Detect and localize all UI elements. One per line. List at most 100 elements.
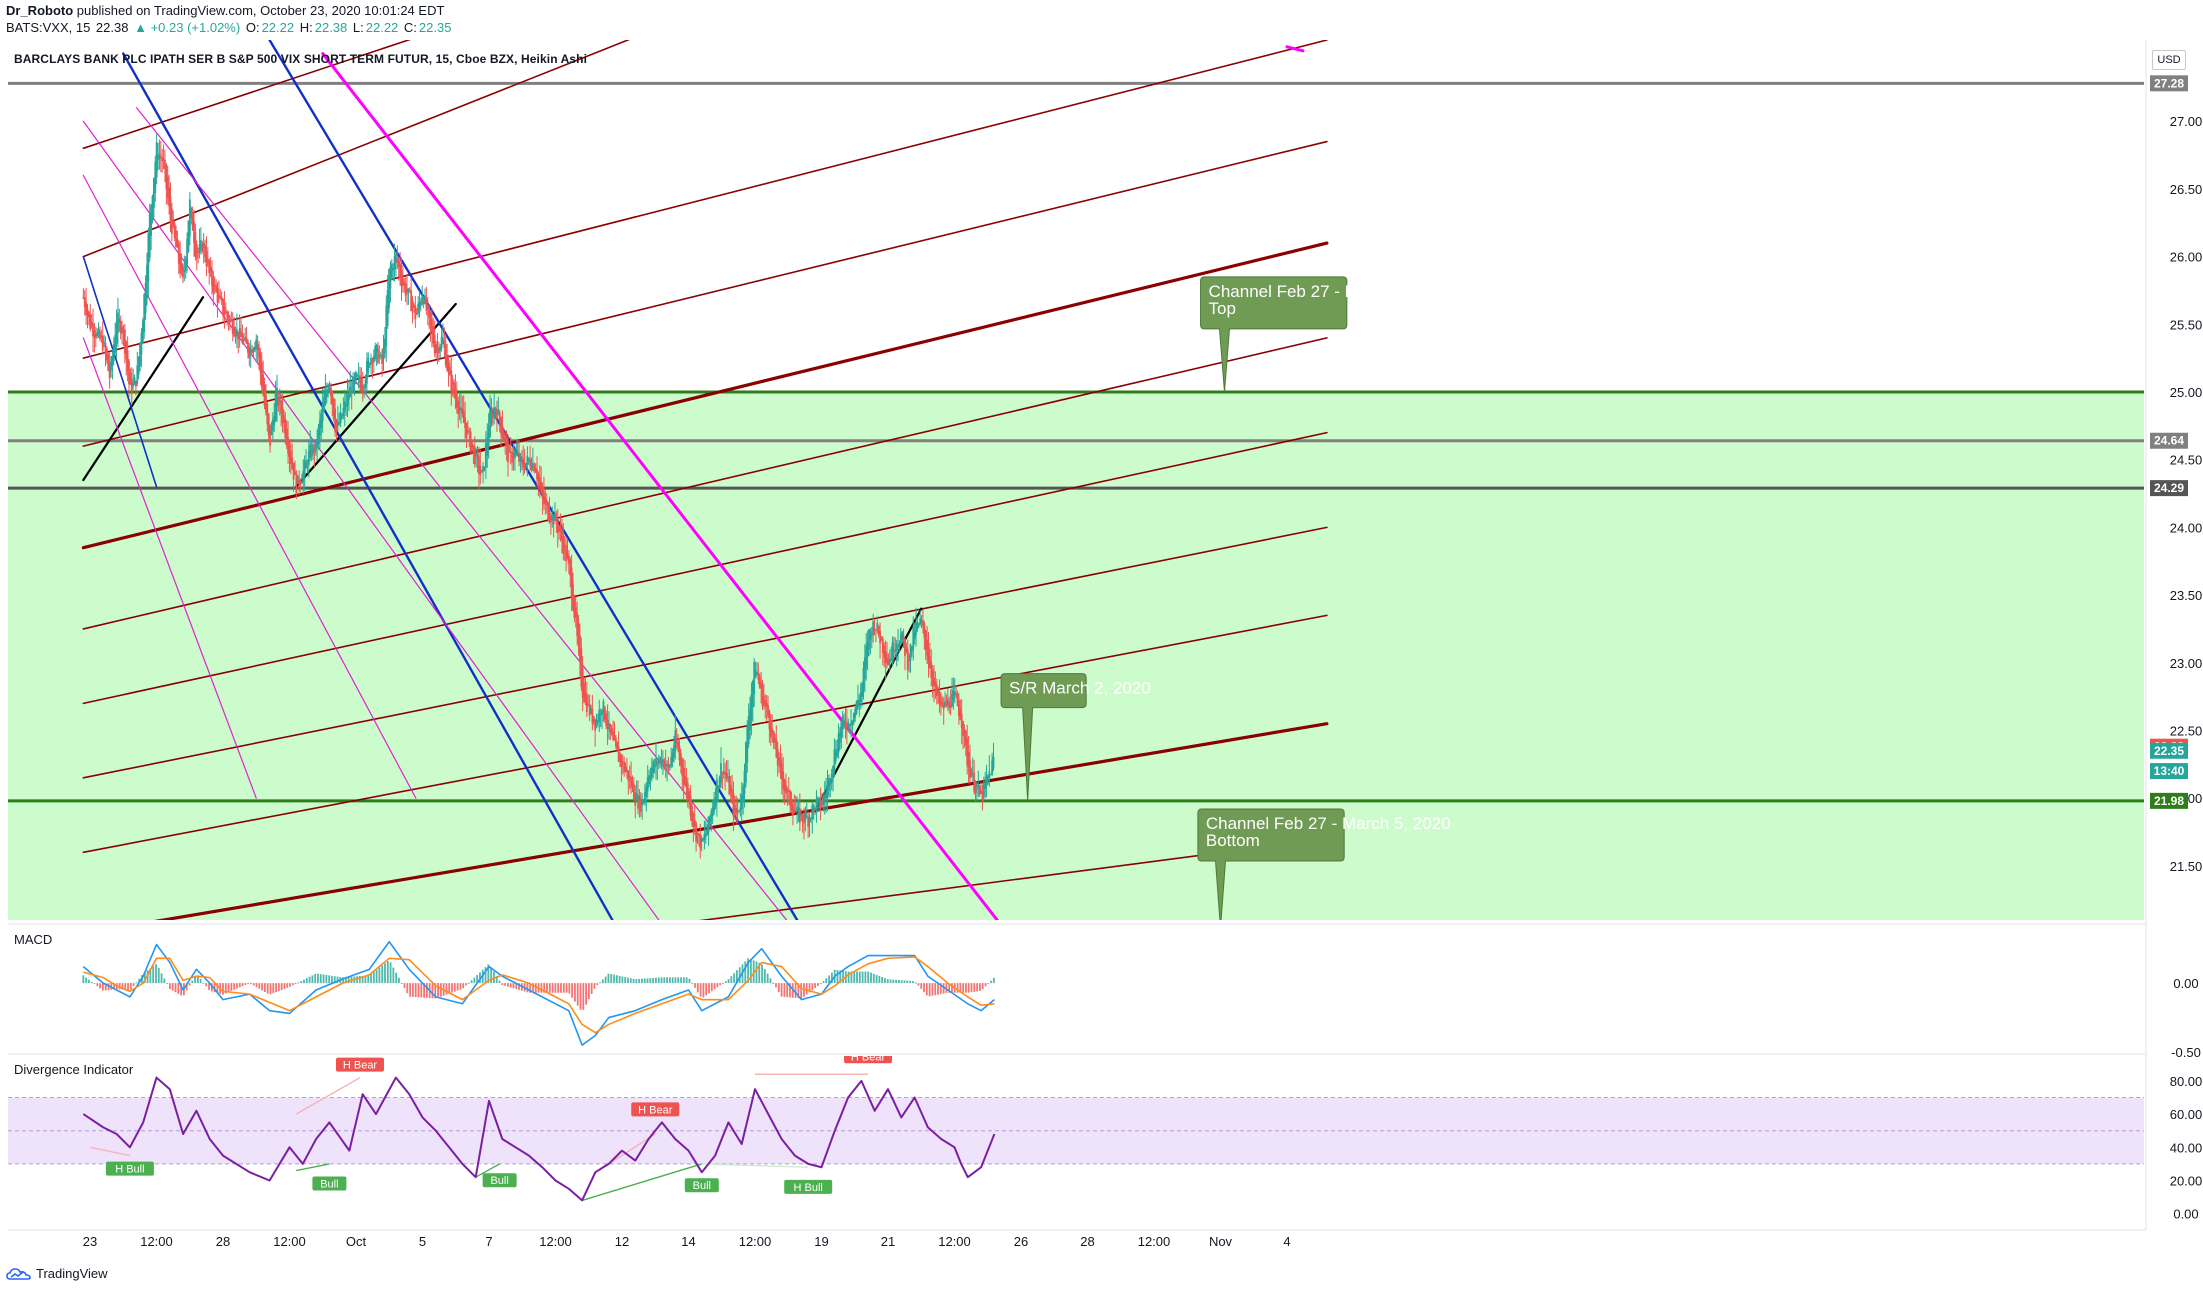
candle-body [774, 736, 776, 743]
candle-body [141, 320, 144, 344]
divergence-line [701, 1163, 809, 1168]
candle-body [155, 142, 158, 178]
macd-histogram-bar [347, 976, 350, 984]
candle-body [597, 720, 599, 723]
candle-body [757, 673, 760, 680]
macd-histogram-bar [909, 980, 911, 984]
candle-body [862, 667, 865, 691]
macd-histogram-bar [629, 978, 632, 984]
candle-body [346, 393, 349, 406]
price-label-text: 24.64 [2154, 434, 2184, 448]
macd-histogram-bar [794, 983, 797, 998]
candle-body [417, 304, 419, 314]
macd-histogram-bar [291, 983, 294, 986]
candle-body [96, 332, 99, 336]
candle-body [915, 622, 917, 635]
candle-body [555, 516, 558, 524]
candle-body [617, 746, 620, 762]
macd-histogram-bar [632, 978, 635, 984]
candle-body [552, 517, 555, 525]
macd-histogram-bar [465, 983, 467, 986]
macd-histogram-bar [613, 974, 615, 984]
divergence-signal-badge [631, 1102, 680, 1117]
macd-histogram-bar [911, 981, 914, 984]
candle-body [194, 232, 197, 257]
macd-histogram-bar [308, 976, 311, 984]
macd-histogram-bar [560, 983, 562, 993]
candle-body [844, 721, 847, 728]
macd-histogram-bar [621, 976, 624, 984]
macd-histogram-bar [336, 976, 339, 984]
candle-body [139, 342, 141, 366]
macd-histogram-bar [585, 983, 587, 1005]
macd-histogram-bar [817, 983, 819, 986]
macd-histogram-bar [738, 967, 741, 984]
macd-histogram-bar [384, 963, 386, 984]
candle-body [259, 352, 262, 373]
candle-body [933, 677, 935, 687]
last-price: 22.38 [95, 20, 129, 35]
macd-histogram-bar [280, 983, 283, 991]
candle-body [959, 708, 962, 720]
candle-body [447, 362, 450, 372]
candle-body [879, 630, 881, 644]
candle-body [408, 289, 411, 292]
macd-histogram-bar [870, 972, 872, 984]
candle-body [886, 657, 888, 664]
candle-body [621, 761, 624, 763]
candle-body [509, 451, 512, 454]
candle-body [516, 452, 519, 454]
macd-histogram-bar [155, 964, 157, 984]
macd-pane [82, 940, 995, 1046]
candle-body [695, 823, 698, 842]
candle-body [977, 784, 980, 788]
candle-body [913, 631, 916, 639]
candle-body [679, 753, 682, 766]
trendline [82, 337, 257, 799]
macd-histogram-bar [364, 975, 367, 984]
candle-body [815, 800, 818, 810]
low-value: 22.22 [365, 20, 399, 35]
time-tick-label: 5 [419, 1234, 426, 1249]
candle-body [981, 791, 984, 800]
candle-body [446, 354, 449, 371]
candle-body [659, 757, 662, 763]
divergence-line [89, 1146, 131, 1157]
candle-body [436, 347, 439, 350]
candle-body [692, 813, 695, 828]
candle-body [624, 767, 627, 772]
candle-body [699, 834, 702, 849]
candle-body [814, 808, 816, 811]
candle-body [563, 544, 566, 547]
candle-body [845, 724, 848, 731]
candle-body [554, 513, 556, 521]
candle-body [393, 255, 396, 270]
currency-label[interactable]: USD [2152, 50, 2186, 70]
macd-histogram-bar [677, 977, 680, 984]
candle-body [848, 724, 851, 727]
candle-body [566, 553, 569, 559]
author-name[interactable]: Dr_Roboto [6, 3, 74, 18]
macd-histogram-bar [199, 979, 202, 984]
trendline [82, 337, 1328, 630]
divergence-line [296, 1163, 330, 1172]
macd-histogram-bar [420, 983, 423, 998]
candle-body [193, 221, 195, 244]
candle-body [906, 649, 909, 670]
candle-body [342, 407, 345, 417]
candle-body [530, 462, 533, 471]
macd-histogram-bar [646, 978, 649, 984]
candle-body [587, 703, 590, 705]
candle-body [327, 389, 330, 394]
candle-body [721, 772, 724, 774]
candle-body [212, 277, 215, 293]
macd-histogram-bar [277, 983, 280, 992]
price-label-text: 21.98 [2154, 794, 2184, 808]
candle-body [832, 765, 834, 779]
candle-body [778, 757, 780, 761]
candle-body [678, 746, 681, 761]
time-tick-label: 12:00 [739, 1234, 772, 1249]
candle-body [725, 773, 728, 779]
price-label-box [2150, 763, 2188, 780]
